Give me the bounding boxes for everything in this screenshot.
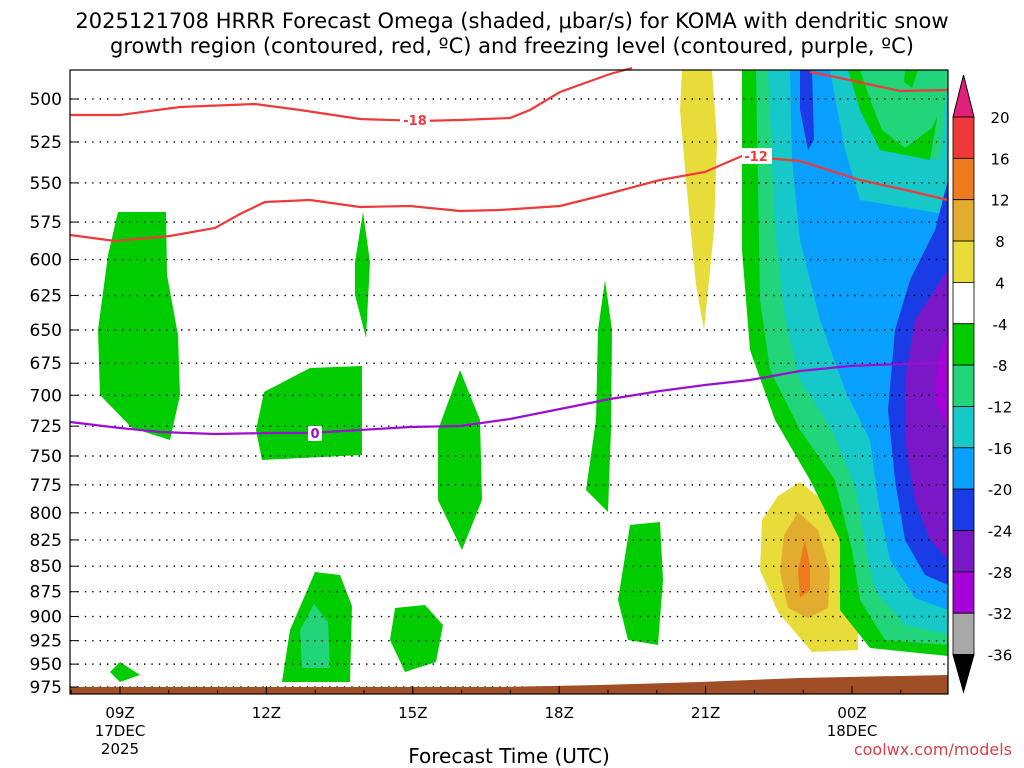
contour-label-group: -18 -12 0 <box>308 112 772 442</box>
colorbar-segment <box>952 364 975 407</box>
colorbar-label: -20 <box>988 481 1013 499</box>
y-tick-label: 650 <box>30 321 62 341</box>
omega-region-left-column <box>98 212 180 440</box>
y-tick-label: 950 <box>30 655 62 675</box>
omega-region-2100-yellow <box>680 70 717 330</box>
colorbar-label: -24 <box>988 523 1013 541</box>
omega-region-east-green-edge <box>904 70 918 88</box>
omega-region-east-m24 <box>800 70 814 150</box>
y-tick-label: 775 <box>30 476 62 496</box>
colorbar-label: -32 <box>988 605 1013 623</box>
dgz-upper-contour <box>70 66 633 123</box>
y-tick-label: 750 <box>30 447 62 467</box>
colorbar-label: 8 <box>995 233 1005 251</box>
colorbar-segment <box>952 406 975 449</box>
y-tick-label: 625 <box>30 286 62 306</box>
omega-region-1300-core <box>300 604 330 668</box>
omega-region-1900-sliver <box>586 280 612 512</box>
freezing-level-contour <box>69 361 949 436</box>
colorbar-label: -28 <box>988 564 1013 582</box>
y-tick-label: 525 <box>30 133 62 153</box>
colorbar-segment <box>952 116 975 159</box>
colorbar-label: 20 <box>990 109 1009 127</box>
x-tick-label: 18Z <box>545 704 574 722</box>
y-tick-label: 550 <box>30 174 62 194</box>
y-tick-label: 875 <box>30 583 62 603</box>
x-tick-label: 15Z <box>398 704 427 722</box>
colorbar-segment <box>952 323 975 366</box>
dgz-lower-contour <box>69 154 949 243</box>
contour-label-bg-freezing <box>308 426 322 441</box>
colorbar-label: -4 <box>993 316 1008 334</box>
colorbar-label: -36 <box>988 647 1013 665</box>
dgz-lower-label: -12 <box>744 150 768 165</box>
omega-region-1500-blob <box>390 605 443 672</box>
colorbar-segment <box>952 157 975 201</box>
contour-label-bg-lower <box>742 148 772 164</box>
y-tick-label: 500 <box>30 90 62 110</box>
colorbar-label: -16 <box>988 440 1013 458</box>
y-tick-label: 675 <box>30 354 62 374</box>
colorbar-segment <box>952 199 975 242</box>
colorbar-segment <box>952 281 975 325</box>
freezing-level-label: 0 <box>310 427 319 442</box>
dgz-upper-contour-east <box>809 70 949 93</box>
y-tick-label: 600 <box>30 251 62 271</box>
chart-title-line2: growth region (contoured, red, ºC) and f… <box>110 34 914 58</box>
x-axis-label: Forecast Time (UTC) <box>408 744 610 768</box>
colorbar-segment <box>952 447 975 490</box>
omega-region-2300-orange <box>798 540 810 598</box>
colorbar-segment <box>952 488 975 531</box>
colorbar-top-arrow <box>952 74 975 118</box>
colorbar-label: -12 <box>988 398 1013 416</box>
colorbar-label: -8 <box>993 357 1008 375</box>
y-tick-label: 900 <box>30 608 62 628</box>
credit-label: coolwx.com/models <box>854 740 1012 759</box>
colorbar-segment <box>952 612 975 655</box>
x-date-label: 17DEC <box>95 722 146 740</box>
colorbar: 20 16 12 8 4 -4 -8 -12 -16 -20 -24 -28 -32 -36 <box>952 74 1013 694</box>
y-tick-label: 975 <box>30 678 62 698</box>
colorbar-bottom-arrow <box>952 654 975 694</box>
terrain-surface <box>70 675 948 694</box>
plot-area: -18 -12 0 <box>69 66 949 695</box>
contour-label-bg-upper <box>400 112 430 128</box>
omega-region-block-1230 <box>256 366 362 460</box>
colorbar-segment <box>952 530 975 573</box>
x-date-label: 18DEC <box>827 722 878 740</box>
colorbar-segment <box>952 240 975 283</box>
omega-region-midlevel-lens <box>438 370 482 550</box>
omega-region-east-m28 <box>905 270 948 560</box>
x-tick-label: 12Z <box>252 704 281 722</box>
omega-region-east-m32 <box>935 330 948 430</box>
omega-region-0930-dot <box>110 662 140 682</box>
y-axis: 500 525 550 575 600 625 650 675 700 725 750 775 800 8… <box>30 90 78 698</box>
colorbar-label: 16 <box>990 150 1009 168</box>
chart-title-line1: 2025121708 HRRR Forecast Omega (shaded, … <box>75 9 948 33</box>
omega-region-upper-spike <box>355 212 370 338</box>
colorbar-label: 4 <box>995 274 1005 292</box>
y-tick-label: 575 <box>30 213 62 233</box>
x-tick-label: 21Z <box>691 704 720 722</box>
plot-frame <box>69 69 949 695</box>
y-tick-label: 925 <box>30 632 62 652</box>
colorbar-segment <box>952 571 975 614</box>
y-tick-label: 700 <box>30 386 62 406</box>
x-year-label: 2025 <box>101 740 139 758</box>
y-tick-label: 825 <box>30 531 62 551</box>
y-tick-label: 800 <box>30 504 62 524</box>
x-tick-label: 00Z <box>837 704 866 722</box>
colorbar-label: 12 <box>990 192 1009 210</box>
dgz-upper-label: -18 <box>403 114 427 129</box>
y-tick-label: 850 <box>30 557 62 577</box>
omega-region-1930-blob <box>618 522 663 645</box>
y-tick-label: 725 <box>30 417 62 437</box>
omega-shading <box>98 70 948 682</box>
x-tick-label: 09Z <box>105 704 134 722</box>
